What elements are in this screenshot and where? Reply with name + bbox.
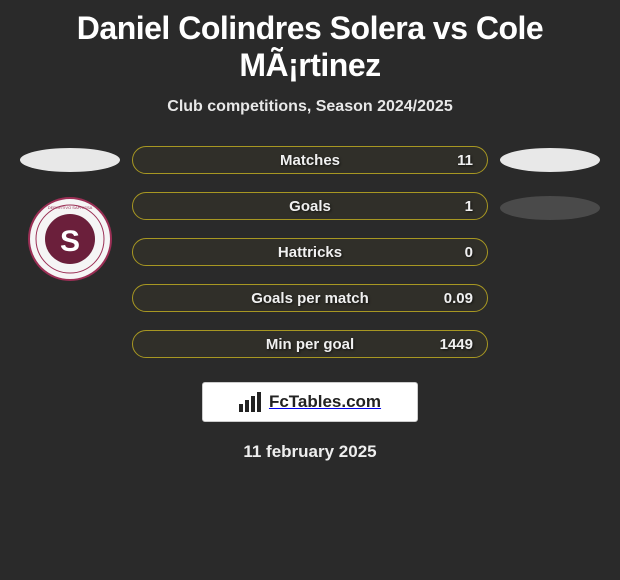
stat-row-min-per-goal: Min per goal 1449	[132, 330, 488, 358]
branding-text: FcTables.com	[269, 392, 381, 412]
right-player-avatar	[500, 148, 600, 172]
stat-label: Hattricks	[278, 244, 342, 261]
right-secondary-shape	[500, 196, 600, 220]
left-player-avatar	[20, 148, 120, 172]
stat-value-right: 0	[465, 244, 473, 261]
stat-value-right: 1	[465, 198, 473, 215]
date-text: 11 february 2025	[10, 442, 610, 462]
stat-row-goals: Goals 1	[132, 192, 488, 220]
stat-row-hattricks: Hattricks 0	[132, 238, 488, 266]
stat-label: Matches	[280, 152, 340, 169]
stat-label: Goals per match	[251, 290, 369, 307]
stat-value-right: 0.09	[444, 290, 473, 307]
compare-grid: S DEPORTIVO SAPRISSA Matches 11 Goals 1 …	[10, 146, 610, 358]
left-player-column: S DEPORTIVO SAPRISSA	[10, 146, 130, 282]
stat-value-right: 11	[457, 152, 473, 169]
left-club-badge: S DEPORTIVO SAPRISSA	[20, 196, 120, 282]
bar-chart-icon	[239, 392, 263, 412]
subtitle: Club competitions, Season 2024/2025	[10, 98, 610, 116]
svg-text:DEPORTIVO SAPRISSA: DEPORTIVO SAPRISSA	[48, 205, 93, 210]
branding-link[interactable]: FcTables.com	[202, 382, 418, 422]
stat-row-matches: Matches 11	[132, 146, 488, 174]
right-player-column	[490, 146, 610, 244]
page-title: Daniel Colindres Solera vs Cole MÃ¡rtine…	[10, 10, 610, 84]
stats-column: Matches 11 Goals 1 Hattricks 0 Goals per…	[130, 146, 490, 358]
stat-label: Min per goal	[266, 336, 354, 353]
stat-value-right: 1449	[440, 336, 473, 353]
stat-label: Goals	[289, 198, 331, 215]
club-badge-icon: S DEPORTIVO SAPRISSA	[25, 196, 115, 282]
comparison-widget: Daniel Colindres Solera vs Cole MÃ¡rtine…	[0, 0, 620, 462]
stat-row-goals-per-match: Goals per match 0.09	[132, 284, 488, 312]
svg-text:S: S	[60, 225, 80, 258]
